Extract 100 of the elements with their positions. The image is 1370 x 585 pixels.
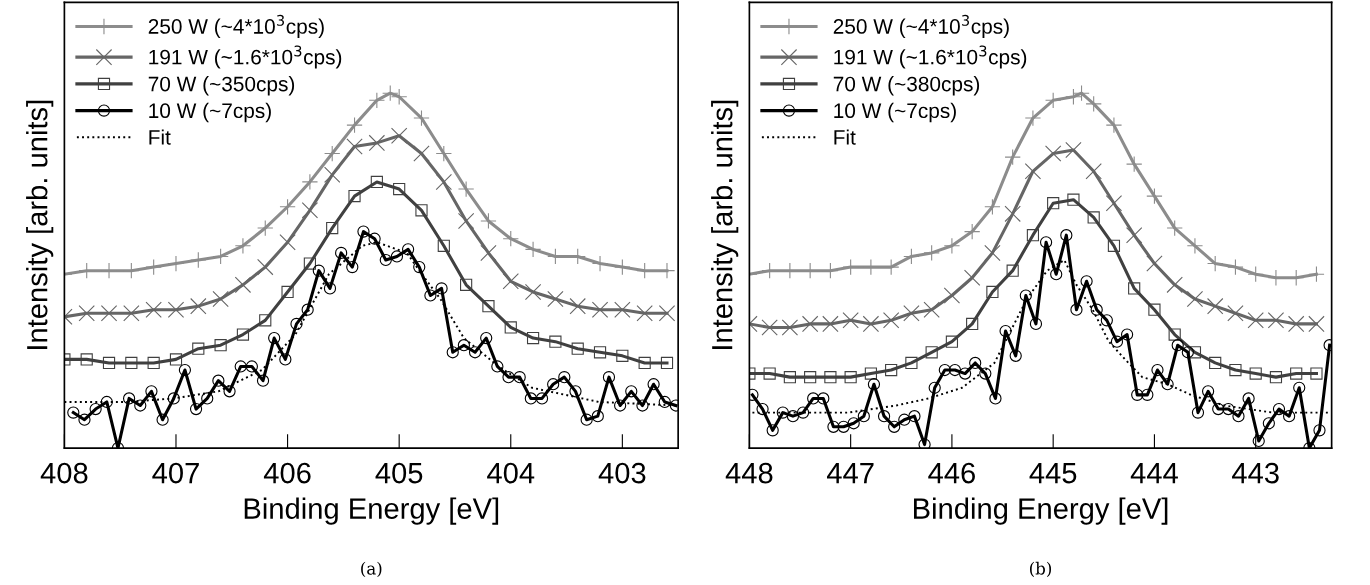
- point: [1026, 229, 1040, 242]
- point: [1125, 226, 1143, 244]
- point: [943, 237, 961, 255]
- point: [660, 356, 674, 370]
- point: [776, 406, 789, 419]
- point: [413, 145, 430, 162]
- point: [1105, 116, 1123, 134]
- point: [102, 356, 116, 370]
- point: [857, 410, 870, 423]
- point: [457, 212, 475, 230]
- point: [1105, 195, 1123, 212]
- point: [134, 399, 147, 412]
- point: [301, 303, 314, 316]
- point: [1262, 417, 1275, 430]
- point: [145, 301, 162, 318]
- point: [549, 335, 562, 348]
- legend-label: 191 W (~1.6*10$^{3}$cps): [149, 45, 342, 69]
- point: [923, 301, 940, 318]
- point: [864, 367, 878, 380]
- point: [223, 385, 236, 398]
- x-tick-label: 403: [598, 462, 646, 484]
- point: [326, 221, 339, 235]
- point: [123, 305, 140, 322]
- point: [457, 339, 471, 352]
- point: [214, 339, 227, 352]
- point: [783, 371, 797, 384]
- point: [502, 371, 515, 384]
- point: [969, 356, 982, 370]
- point: [923, 244, 940, 262]
- point: [259, 314, 272, 327]
- point: [212, 290, 229, 308]
- point: [963, 223, 981, 240]
- point: [1024, 163, 1042, 180]
- point: [368, 232, 381, 245]
- point: [1044, 92, 1062, 109]
- point: [862, 315, 880, 333]
- point: [1161, 378, 1174, 391]
- point: [984, 198, 1001, 215]
- point: [1290, 367, 1303, 380]
- point: [602, 371, 616, 384]
- point: [526, 331, 540, 345]
- point: [847, 417, 860, 430]
- point: [817, 392, 830, 405]
- point: [346, 116, 363, 134]
- point: [989, 392, 1002, 405]
- point: [435, 282, 448, 295]
- point: [413, 109, 430, 127]
- point: [1166, 276, 1183, 294]
- point: [801, 315, 819, 333]
- point: [999, 324, 1012, 338]
- point: [281, 285, 294, 299]
- point: [435, 173, 452, 191]
- y-axis-title: Intensity [arb. units]: [711, 100, 739, 349]
- point: [938, 363, 951, 377]
- point: [1085, 163, 1102, 180]
- point: [1206, 297, 1224, 315]
- point: [614, 301, 631, 318]
- point: [279, 198, 296, 215]
- point: [147, 356, 160, 370]
- x-tick-label: 406: [263, 462, 311, 484]
- point: [763, 367, 776, 380]
- point: [346, 138, 363, 155]
- x-tick-label: 443: [1232, 462, 1279, 484]
- point: [78, 413, 91, 426]
- point: [80, 353, 93, 366]
- point: [212, 374, 225, 387]
- point: [379, 253, 392, 267]
- legend-label: 250 W (~4*10$^{3}$cps): [148, 14, 324, 38]
- point: [234, 237, 252, 255]
- point: [1047, 197, 1060, 210]
- point: [1050, 268, 1063, 281]
- point: [480, 244, 497, 262]
- point: [1004, 148, 1021, 166]
- point: [100, 305, 118, 322]
- point: [867, 378, 881, 391]
- point: [966, 317, 979, 331]
- point: [303, 257, 317, 270]
- point: [268, 331, 281, 345]
- point: [1252, 434, 1265, 448]
- point: [190, 297, 207, 315]
- point: [192, 342, 205, 355]
- point: [257, 219, 274, 237]
- point: [898, 413, 911, 426]
- x-tick-label: 408: [40, 462, 88, 484]
- point: [145, 258, 162, 276]
- legend-label: 70 W (~350cps): [148, 76, 295, 96]
- point: [234, 360, 247, 373]
- point: [1186, 237, 1204, 255]
- point: [1146, 187, 1163, 205]
- point: [513, 371, 526, 384]
- point: [1247, 312, 1264, 329]
- point: [301, 202, 319, 219]
- point: [1006, 264, 1019, 277]
- point: [1024, 109, 1042, 127]
- point: [1267, 312, 1285, 329]
- legend-label: Fit: [834, 129, 856, 145]
- point: [984, 244, 1001, 262]
- point: [390, 250, 404, 263]
- point: [943, 287, 961, 304]
- point: [908, 410, 921, 423]
